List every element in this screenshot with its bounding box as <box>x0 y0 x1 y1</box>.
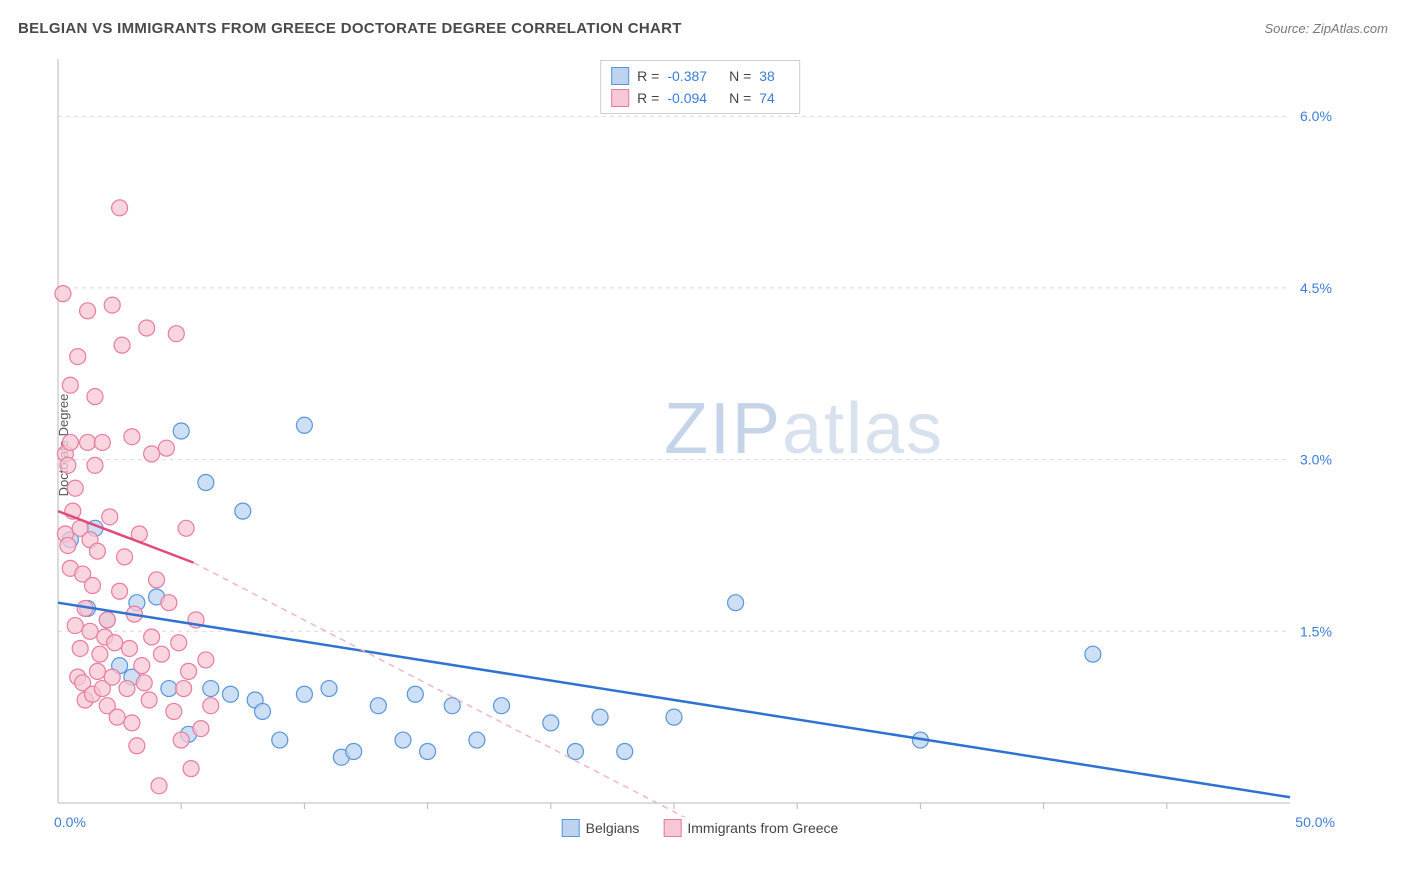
chart-title: BELGIAN VS IMMIGRANTS FROM GREECE DOCTOR… <box>18 20 682 37</box>
legend-swatch <box>611 67 629 85</box>
n-label: N = <box>729 68 751 84</box>
series-legend-label: Belgians <box>586 820 640 836</box>
series-legend-item: Immigrants from Greece <box>663 819 838 837</box>
legend-swatch <box>663 819 681 837</box>
r-label: R = <box>637 90 659 106</box>
series-legend: Belgians Immigrants from Greece <box>556 817 845 839</box>
n-label: N = <box>729 90 751 106</box>
chart-area: Doctorate Degree ZIPatlas 1.5%3.0%4.5%6.… <box>50 55 1350 835</box>
svg-text:1.5%: 1.5% <box>1300 623 1332 639</box>
scatter-plot: 1.5% 3.0% 4.5% 6.0% 0.0% 50.0% <box>50 55 1350 835</box>
n-value: 38 <box>759 68 775 84</box>
series-legend-label: Immigrants from Greece <box>687 820 838 836</box>
legend-swatch <box>562 819 580 837</box>
svg-text:4.5%: 4.5% <box>1300 280 1332 296</box>
r-value: -0.094 <box>667 90 707 106</box>
r-label: R = <box>637 68 659 84</box>
r-value: -0.387 <box>667 68 707 84</box>
svg-text:6.0%: 6.0% <box>1300 108 1332 124</box>
series-legend-item: Belgians <box>562 819 640 837</box>
chart-header: BELGIAN VS IMMIGRANTS FROM GREECE DOCTOR… <box>18 20 1388 37</box>
source-attribution: Source: ZipAtlas.com <box>1264 21 1388 36</box>
svg-text:3.0%: 3.0% <box>1300 452 1332 468</box>
correlation-legend-row: R = -0.094 N = 74 <box>611 87 789 109</box>
svg-text:50.0%: 50.0% <box>1295 814 1335 830</box>
correlation-legend-row: R = -0.387 N = 38 <box>611 65 789 87</box>
n-value: 74 <box>759 90 775 106</box>
source-name: ZipAtlas.com <box>1313 21 1388 36</box>
svg-text:0.0%: 0.0% <box>54 814 86 830</box>
source-prefix: Source: <box>1264 21 1312 36</box>
correlation-legend: R = -0.387 N = 38 R = -0.094 N = 74 <box>600 60 800 114</box>
legend-swatch <box>611 89 629 107</box>
